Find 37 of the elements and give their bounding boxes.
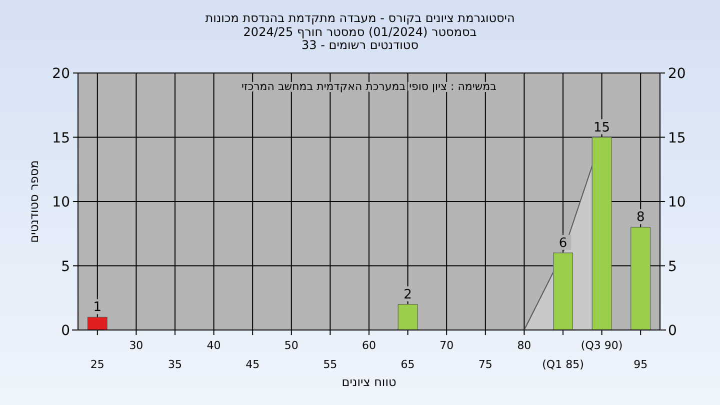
y2-tick-label: 0 [668,323,677,339]
x-tick-label: 75 [478,358,492,371]
x-tick-label: 70 [440,339,454,352]
data-label: 6 [558,236,568,251]
x-tick-label: 65 [400,358,415,371]
x-axis-title: טווח ציונים [342,375,396,389]
data-label: 2 [404,287,412,302]
x-tick-label: 25 [90,358,104,371]
x-tick-label: 95 [634,358,648,371]
chart-subtitle: בסמסטר (01/2024) סמסטר חורף 2024/25 סטודנטים רשומים - 33 [243,25,477,52]
bar [398,304,418,330]
x-tick-label: 45 [246,358,260,371]
y-tick-label: 5 [61,258,70,275]
y-axis-title: מספר סטודנטים [27,160,41,243]
x-tick-label: 40 [206,339,221,352]
x-tick-label: 80 [517,339,532,352]
data-label: 8 [636,210,645,226]
x-tick-label: (Q3 90) [580,339,623,352]
x-tick-label: 60 [362,339,376,352]
chart-title: היסטוגרמת ציונים בקורס - מעבדה מתקדמת בהנדסת מכונות [205,11,515,25]
y2-tick-label: 15 [668,130,686,146]
y-tick-label: 10 [52,194,70,210]
bar [87,316,108,330]
data-label: 1 [93,300,102,316]
y2-tick-label: 5 [668,258,677,275]
y-tick-label: 0 [61,323,70,339]
data-label: 15 [594,120,610,136]
y2-tick-label: 20 [668,66,686,82]
x-tick-label: (Q1 85) [542,358,584,371]
bar [630,226,651,330]
x-tick-label: 35 [168,358,182,371]
x-tick-label: 55 [323,358,338,371]
x-tick-label: 50 [284,339,298,352]
y2-tick-label: 10 [668,194,686,210]
y-tick-label: 20 [52,66,70,82]
y-tick-label: 15 [52,130,70,146]
x-tick-label: 30 [129,339,144,352]
